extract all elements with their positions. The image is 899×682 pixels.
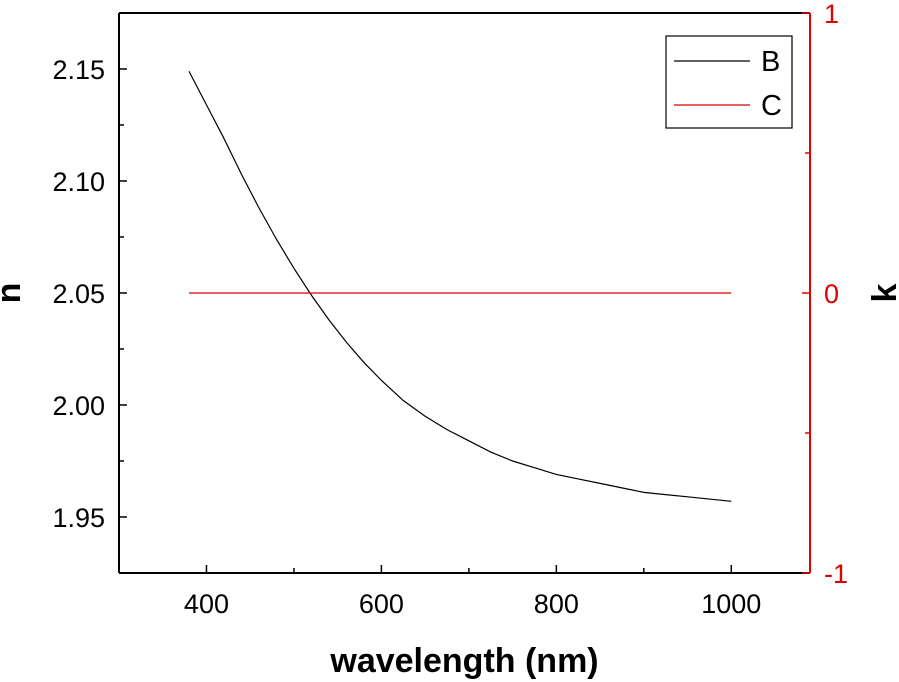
y-tick-label: 1.95 (52, 503, 105, 533)
y-tick-label: 2.15 (52, 55, 105, 85)
y2-axis-title: k (866, 283, 899, 302)
y2-tick-label: 0 (824, 279, 839, 309)
series-line-b (188, 70, 732, 502)
legend: BC (665, 35, 793, 129)
y2-tick-label: 1 (824, 0, 839, 29)
x-tick-label: 1000 (701, 589, 761, 619)
tick-marks (118, 12, 810, 574)
legend-label-c: C (761, 90, 782, 122)
x-axis-title: wavelength (nm) (329, 642, 598, 680)
y-tick-label: 2.00 (52, 391, 105, 421)
legend-box (665, 35, 793, 129)
y-tick-label: 2.10 (52, 167, 105, 197)
tick-labels: 400 600 800 1000 1.95 2.00 2.05 2.10 2.15 -1 0 1 (52, 0, 848, 619)
y-axis-title: n (0, 283, 28, 304)
x-tick-label: 600 (359, 589, 404, 619)
legend-label-b: B (761, 46, 780, 78)
x-tick-label: 800 (534, 589, 579, 619)
y-tick-label: 2.05 (52, 279, 105, 309)
x-tick-label: 400 (184, 589, 229, 619)
y2-tick-label: -1 (824, 559, 848, 589)
series-lines (188, 70, 732, 502)
